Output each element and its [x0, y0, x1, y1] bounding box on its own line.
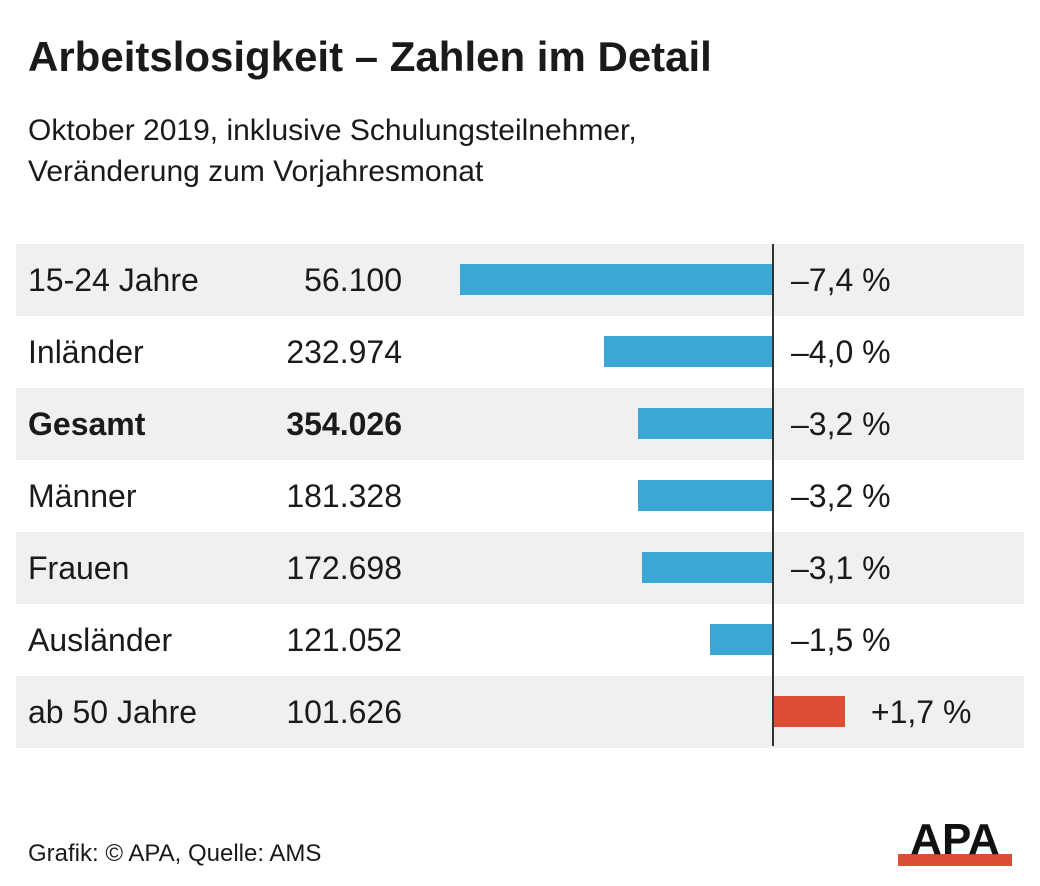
absolute-value-label: 101.626	[286, 694, 402, 730]
zero-axis-line	[772, 244, 774, 746]
apa-logo-text: APA	[910, 818, 1000, 864]
chart-row: 15-24 Jahre 56.100 –7,4 %	[16, 244, 1024, 316]
apa-logo-bar	[898, 854, 1012, 866]
absolute-value-label: 232.974	[286, 334, 402, 370]
change-label: –3,2 %	[791, 478, 891, 514]
category-label: 15-24 Jahre	[28, 262, 199, 298]
category-label: Ausländer	[28, 622, 173, 658]
bar	[637, 408, 773, 439]
bar	[709, 624, 773, 655]
category-label: Männer	[28, 478, 137, 514]
category-label: Frauen	[28, 550, 130, 586]
absolute-value-label: 354.026	[286, 406, 402, 442]
change-label: –1,5 %	[791, 622, 891, 658]
category-label: Inländer	[28, 334, 144, 370]
bar	[459, 264, 773, 295]
subtitle-line-2: Veränderung zum Vorjahresmonat	[28, 155, 484, 188]
change-label: –3,2 %	[791, 406, 891, 442]
chart-row: Frauen 172.698 –3,1 %	[16, 532, 1024, 604]
absolute-value-label: 172.698	[286, 550, 402, 586]
chart-row: Ausländer 121.052 –1,5 %	[16, 604, 1024, 676]
source-credit: Grafik: © APA, Quelle: AMS	[28, 840, 322, 867]
absolute-value-label: 56.100	[304, 262, 402, 298]
category-label: ab 50 Jahre	[28, 694, 198, 730]
chart-row: ab 50 Jahre 101.626 +1,7 %	[16, 676, 1024, 748]
apa-logo: APA	[898, 818, 1012, 866]
bar	[637, 480, 773, 511]
chart-row: Inländer 232.974 –4,0 %	[16, 316, 1024, 388]
change-label: –3,1 %	[791, 550, 891, 586]
bar-chart: ab 50 Jahre 101.626 +1,7 % Ausländer 121.052…	[16, 244, 1024, 748]
chart-subtitle: Oktober 2019, inklusive Schulungsteilneh…	[28, 110, 637, 192]
chart-row: Männer 181.328 –3,2 %	[16, 460, 1024, 532]
bar	[603, 336, 773, 367]
chart-row: Gesamt 354.026 –3,2 %	[16, 388, 1024, 460]
subtitle-line-1: Oktober 2019, inklusive Schulungsteilneh…	[28, 114, 637, 147]
change-label: –4,0 %	[791, 334, 891, 370]
category-label: Gesamt	[28, 406, 146, 442]
change-label: –7,4 %	[791, 262, 891, 298]
bar	[773, 696, 845, 727]
change-label: +1,7 %	[870, 694, 972, 730]
chart-title: Arbeitslosigkeit – Zahlen im Detail	[28, 33, 712, 80]
absolute-value-label: 121.052	[286, 622, 402, 658]
bar	[641, 552, 773, 583]
absolute-value-label: 181.328	[286, 478, 402, 514]
